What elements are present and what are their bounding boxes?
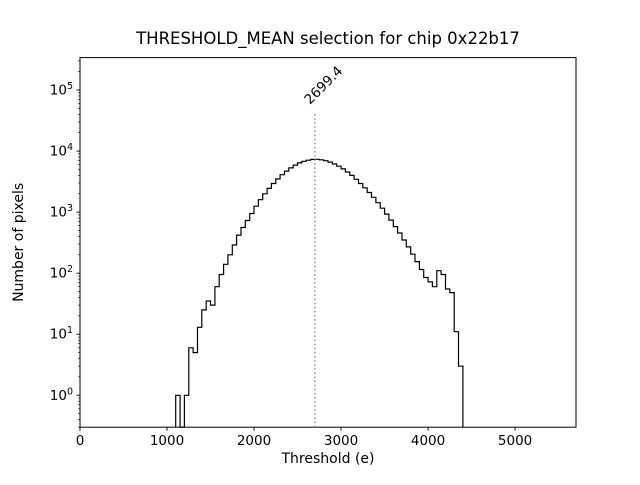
- x-tick-label: 1000: [150, 433, 184, 449]
- x-axis-label: Threshold (e): [281, 451, 375, 467]
- y-tick-label: 103: [50, 203, 73, 221]
- x-tick-label: 5000: [498, 433, 532, 449]
- y-axis-label: Number of pixels: [11, 183, 27, 302]
- mean-annotation: 2699.4: [301, 63, 346, 108]
- x-tick-label: 0: [76, 433, 85, 449]
- y-tick-label: 102: [50, 264, 73, 282]
- y-tick-label: 100: [50, 386, 73, 404]
- x-tick-label: 3000: [324, 433, 358, 449]
- x-axis-ticks: 0 1000 2000 3000 4000 5000: [76, 427, 532, 449]
- chart-title: THRESHOLD_MEAN selection for chip 0x22b1…: [135, 29, 520, 49]
- y-axis-ticks: 100 101 102 103 104 105: [50, 81, 80, 404]
- y-tick-label: 104: [50, 142, 73, 160]
- x-tick-label: 2000: [237, 433, 271, 449]
- plot-border: [79, 57, 577, 428]
- y-tick-label: 105: [50, 81, 73, 99]
- histogram-step-line: [175, 158, 464, 428]
- y-axis-minor-ticks: [78, 60, 80, 428]
- x-tick-label: 4000: [411, 433, 445, 449]
- y-tick-label: 101: [50, 325, 73, 343]
